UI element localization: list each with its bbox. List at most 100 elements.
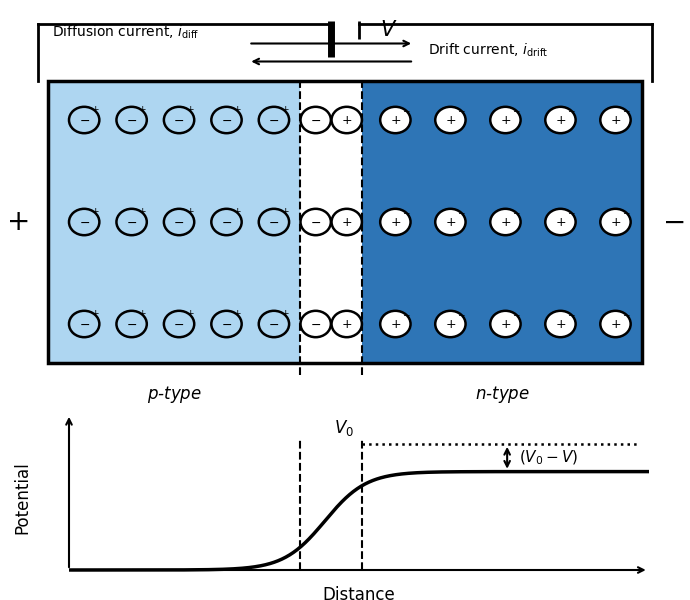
Text: $-$: $-$ <box>79 317 90 331</box>
Text: $-$: $-$ <box>457 207 466 216</box>
Text: $+$: $+$ <box>610 113 621 127</box>
Text: $+$: $+$ <box>341 317 353 331</box>
Circle shape <box>301 107 331 133</box>
Circle shape <box>490 311 521 337</box>
Circle shape <box>435 209 466 235</box>
Text: $-$: $-$ <box>310 113 322 127</box>
Text: Drift current, $i_{\mathrm{drift}}$: Drift current, $i_{\mathrm{drift}}$ <box>428 41 548 58</box>
Text: $-$: $-$ <box>79 215 90 229</box>
Text: $+$: $+$ <box>233 104 242 115</box>
Circle shape <box>380 107 411 133</box>
Text: $+$: $+$ <box>138 206 147 217</box>
Text: $-$: $-$ <box>457 309 466 318</box>
Text: $-$: $-$ <box>221 113 232 127</box>
Text: $-$: $-$ <box>567 309 575 318</box>
Text: $-$: $-$ <box>512 105 521 114</box>
Circle shape <box>211 209 241 235</box>
Text: $V_0$: $V_0$ <box>333 418 353 438</box>
Text: $+$: $+$ <box>91 104 99 115</box>
Circle shape <box>259 209 289 235</box>
Text: $-$: $-$ <box>567 207 575 216</box>
Text: $+$: $+$ <box>500 317 511 331</box>
Circle shape <box>600 209 631 235</box>
Text: $-$: $-$ <box>512 207 521 216</box>
Circle shape <box>600 107 631 133</box>
Circle shape <box>435 311 466 337</box>
Bar <box>362 81 642 363</box>
Circle shape <box>211 107 241 133</box>
Text: $+$: $+$ <box>341 113 353 127</box>
Text: Potential: Potential <box>14 461 32 535</box>
Text: $+$: $+$ <box>500 215 511 229</box>
Text: $-$: $-$ <box>221 215 232 229</box>
Text: $+$: $+$ <box>186 104 195 115</box>
Text: $+$: $+$ <box>610 215 621 229</box>
Circle shape <box>490 107 521 133</box>
Text: $+$: $+$ <box>91 206 99 217</box>
Text: $-$: $-$ <box>126 215 137 229</box>
Bar <box>48 81 300 363</box>
Circle shape <box>490 209 521 235</box>
Circle shape <box>164 311 195 337</box>
Bar <box>300 81 362 363</box>
Text: $+$: $+$ <box>445 113 456 127</box>
Circle shape <box>164 209 195 235</box>
Circle shape <box>117 209 147 235</box>
Text: $(V_0 - V)$: $(V_0 - V)$ <box>519 449 578 467</box>
Text: $-$: $-$ <box>310 215 322 229</box>
Text: $+$: $+$ <box>445 317 456 331</box>
Text: Diffusion current, $i_{\mathrm{diff}}$: Diffusion current, $i_{\mathrm{diff}}$ <box>52 23 199 40</box>
Circle shape <box>545 107 575 133</box>
Circle shape <box>211 311 241 337</box>
Text: $-$: $-$ <box>126 317 137 331</box>
Text: $-$: $-$ <box>512 309 521 318</box>
Circle shape <box>600 311 631 337</box>
Text: $+$: $+$ <box>6 208 28 236</box>
Circle shape <box>332 311 362 337</box>
Text: $-$: $-$ <box>173 317 185 331</box>
Text: Distance: Distance <box>322 586 395 600</box>
Text: $+$: $+$ <box>390 215 401 229</box>
Circle shape <box>380 209 411 235</box>
Text: $n$-type: $n$-type <box>475 384 529 405</box>
Circle shape <box>380 311 411 337</box>
Text: $-$: $-$ <box>622 207 631 216</box>
Text: $-$: $-$ <box>173 113 185 127</box>
Circle shape <box>259 311 289 337</box>
Text: $-$: $-$ <box>457 105 466 114</box>
Circle shape <box>435 107 466 133</box>
Text: $-$: $-$ <box>126 113 137 127</box>
Circle shape <box>545 209 575 235</box>
Text: $+$: $+$ <box>233 308 242 319</box>
Text: $-$: $-$ <box>173 215 185 229</box>
Text: $-$: $-$ <box>268 113 279 127</box>
Text: $-$: $-$ <box>567 105 575 114</box>
Text: $+$: $+$ <box>445 215 456 229</box>
Text: $-$: $-$ <box>221 317 232 331</box>
Text: $V$: $V$ <box>380 20 397 40</box>
Text: $+$: $+$ <box>233 206 242 217</box>
Circle shape <box>301 311 331 337</box>
Bar <box>48 81 642 363</box>
Text: $+$: $+$ <box>138 104 147 115</box>
Text: $+$: $+$ <box>555 113 566 127</box>
Text: $+$: $+$ <box>390 317 401 331</box>
Text: $-$: $-$ <box>79 113 90 127</box>
Text: $+$: $+$ <box>555 317 566 331</box>
Text: $-$: $-$ <box>402 207 411 216</box>
Circle shape <box>545 311 575 337</box>
Circle shape <box>117 311 147 337</box>
Text: $+$: $+$ <box>555 215 566 229</box>
Text: $-$: $-$ <box>622 309 631 318</box>
Text: $-$: $-$ <box>662 208 684 236</box>
Circle shape <box>332 107 362 133</box>
Circle shape <box>301 209 331 235</box>
Circle shape <box>259 107 289 133</box>
Text: $p$-type: $p$-type <box>147 384 201 405</box>
Text: $+$: $+$ <box>341 215 353 229</box>
Circle shape <box>69 311 99 337</box>
Text: $+$: $+$ <box>500 113 511 127</box>
Text: $+$: $+$ <box>390 113 401 127</box>
Text: $+$: $+$ <box>281 308 289 319</box>
Text: $-$: $-$ <box>268 215 279 229</box>
